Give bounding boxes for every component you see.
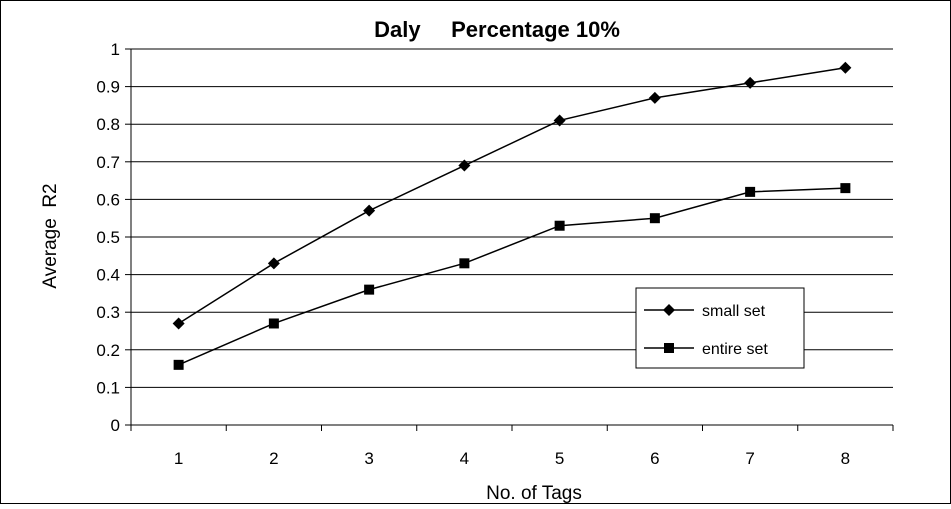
data-point: [839, 61, 852, 74]
data-point: [459, 258, 470, 269]
x-tick-label: 1: [174, 449, 183, 468]
x-tick-label: 7: [745, 449, 754, 468]
series-entire-set: [173, 183, 851, 370]
legend-entry: entire set: [644, 341, 768, 358]
y-tick-label: 0.9: [96, 78, 120, 97]
series-line: [178, 187, 846, 366]
legend-box: [635, 287, 805, 369]
data-point: [363, 204, 376, 217]
data-point: [649, 213, 660, 224]
gridlines: [131, 48, 893, 388]
x-tick-label: 2: [269, 449, 278, 468]
chart-title: Daly Percentage 10%: [374, 17, 620, 42]
x-axis-label: No. of Tags: [486, 483, 582, 504]
y-tick-label: 0.3: [96, 303, 120, 322]
data-point: [458, 159, 471, 172]
legend: small set entire set: [635, 287, 805, 369]
y-tick-label: 0.2: [96, 341, 120, 360]
y-tick-label: 0.4: [96, 266, 120, 285]
data-point: [172, 317, 185, 330]
data-point: [648, 91, 661, 104]
x-tick-label: 3: [364, 449, 373, 468]
y-tick-label: 0.8: [96, 115, 120, 134]
legend-entry: small set: [644, 303, 766, 320]
legend-marker: [663, 304, 675, 316]
data-point: [267, 257, 280, 270]
x-tick-label: 8: [841, 449, 850, 468]
data-point: [173, 359, 184, 370]
data-point: [745, 186, 756, 197]
x-tick-label: 6: [650, 449, 659, 468]
x-tick-label: 4: [460, 449, 469, 468]
legend-label: entire set: [702, 341, 768, 358]
y-axis-label: Average R2: [40, 183, 61, 288]
data-point: [840, 183, 851, 194]
y-tick-label: 0.6: [96, 190, 120, 209]
series-small-set: [172, 61, 852, 330]
data-point: [744, 76, 757, 89]
series-line: [178, 67, 846, 325]
legend-label: small set: [702, 303, 766, 320]
legend-marker: [664, 343, 674, 353]
series: [172, 61, 852, 370]
data-point: [554, 220, 565, 231]
data-point: [553, 114, 566, 127]
y-tick-label: 0: [111, 416, 120, 435]
y-tick-label: 0.7: [96, 153, 120, 172]
x-tick-label: 5: [555, 449, 564, 468]
axes: 0 0.1 0.2 0.3 0.4 0.5 0.6 0.7 0.8 0.9 1 1 2 3 4 5 6 7 8: [96, 40, 894, 468]
data-point: [268, 318, 279, 329]
y-tick-label: 0.1: [96, 378, 120, 397]
data-point: [364, 284, 375, 295]
y-tick-label: 1: [111, 40, 120, 59]
y-tick-label: 0.5: [96, 228, 120, 247]
